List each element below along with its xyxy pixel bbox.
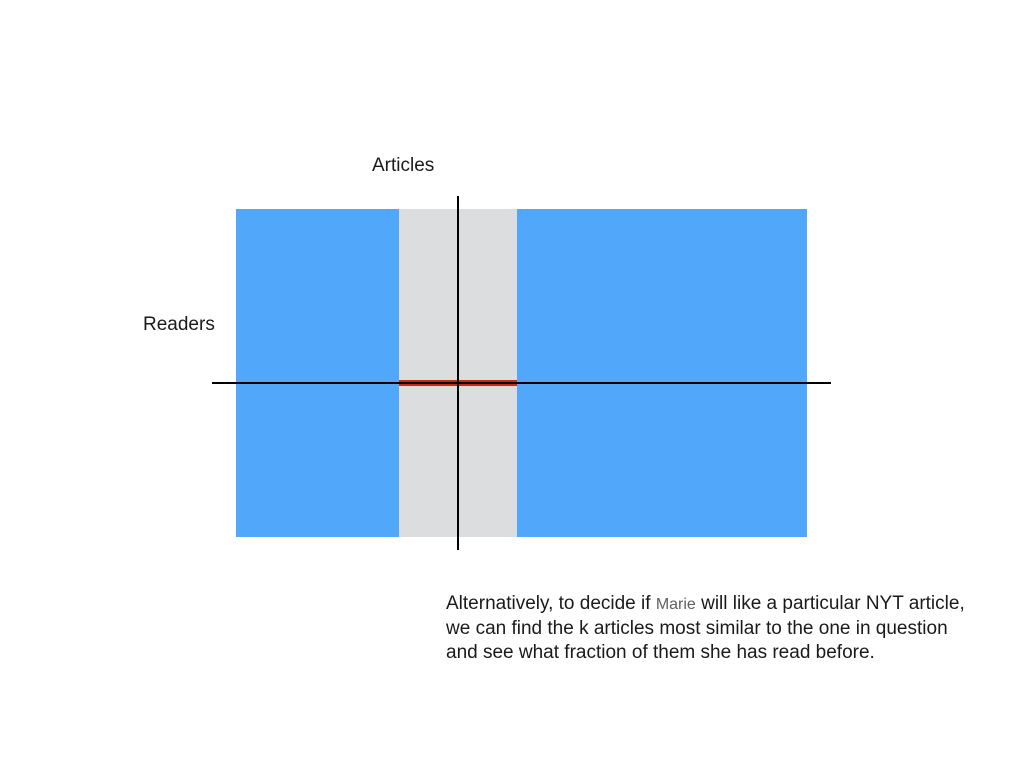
- reader-axis-line: [212, 382, 831, 384]
- caption-text-start: Alternatively, to decide if: [446, 593, 656, 614]
- readers-axis-label: Readers: [143, 314, 215, 335]
- articles-axis-label: Articles: [372, 155, 435, 176]
- reader-name: Marie: [655, 596, 696, 613]
- article-axis-line: [457, 196, 459, 550]
- caption-text-end: will like a particular NYT article, we c…: [446, 593, 965, 663]
- reader-article-matrix: [236, 209, 807, 537]
- explanation-caption: Alternatively, to decide if Marie will l…: [446, 592, 966, 665]
